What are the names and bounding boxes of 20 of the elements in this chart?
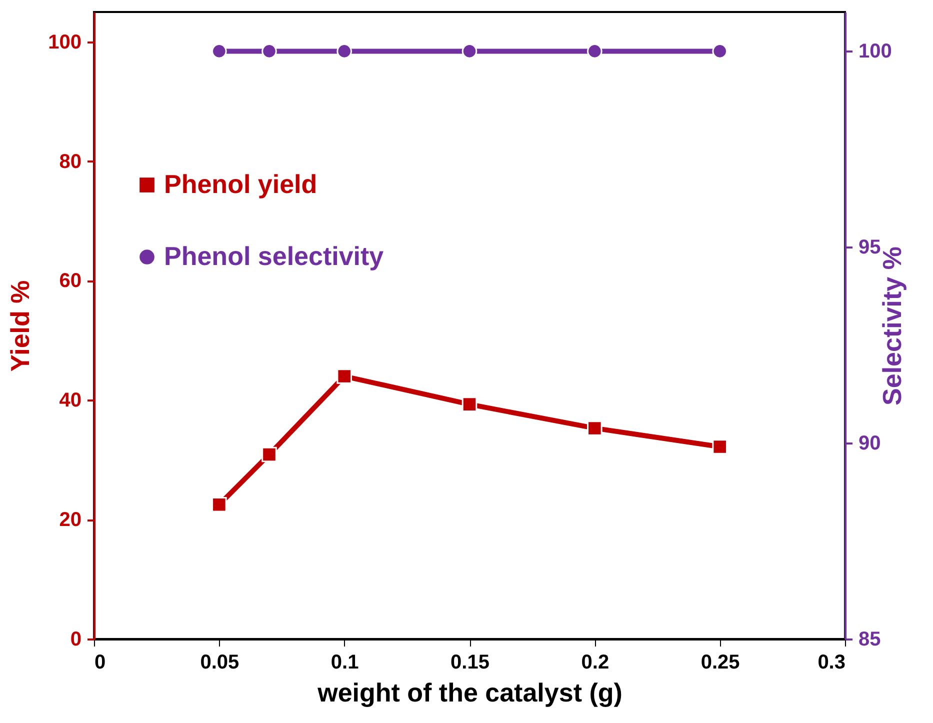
y-tick-label: 40	[59, 390, 82, 412]
y2-tick-label: 90	[858, 432, 881, 455]
y2-tick-label: 100	[858, 40, 892, 63]
y2-tick-label: 85	[858, 628, 881, 650]
x-tick-label: 0.1	[330, 652, 359, 674]
x-tick-label: 0.25	[700, 652, 740, 674]
x-tick-label: 0.3	[818, 652, 846, 674]
y-tick-label: 20	[59, 509, 82, 532]
legend-label: Phenol selectivity	[164, 241, 384, 271]
x-tick-label: 0.2	[581, 652, 610, 674]
y-tick-label: 0	[70, 628, 82, 650]
y-tick-label: 80	[59, 150, 82, 173]
x-tick-label: 0	[94, 652, 106, 674]
x-tick-label: 0.05	[200, 652, 240, 674]
y-tick-label: 60	[59, 270, 82, 292]
x-axis-title: weight of the catalyst (g)	[316, 678, 622, 708]
y-axis-title: Yield %	[5, 280, 36, 372]
y-tick-label: 100	[48, 31, 82, 54]
x-tick-label: 0.15	[450, 652, 490, 674]
legend-label: Phenol yield	[164, 169, 318, 199]
